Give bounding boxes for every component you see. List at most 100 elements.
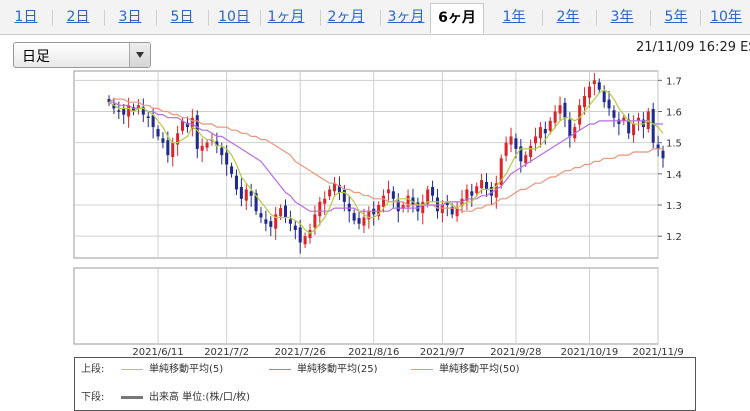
tab-period[interactable]: 1日 (14, 9, 38, 25)
candle-body (239, 186, 243, 199)
candle-body (283, 205, 288, 218)
tab-period[interactable]: 10年 (710, 9, 742, 25)
chevron-down-icon[interactable] (129, 43, 150, 67)
candle-body (166, 140, 170, 156)
candle-body (328, 189, 332, 197)
candle-body (230, 166, 234, 174)
candle-body (151, 115, 155, 128)
candle-body (195, 115, 199, 149)
candle-body (617, 119, 621, 124)
candle-body (259, 213, 263, 218)
tab-period[interactable]: 3ヶ月 (387, 9, 425, 25)
candle-body (269, 221, 273, 227)
candle-body (416, 202, 420, 212)
tab-period[interactable]: 5日 (170, 9, 194, 25)
candle-body (597, 82, 601, 90)
volume-frame (73, 267, 659, 345)
ma25-line (109, 101, 663, 212)
candle-body (514, 138, 518, 149)
tab-period[interactable]: 2ヶ月 (327, 9, 365, 25)
price-frame (73, 70, 659, 259)
candle-body (391, 191, 395, 199)
y-tick-label: 1.3 (666, 201, 682, 212)
candle-body (475, 186, 479, 194)
candle-body (612, 110, 616, 118)
volume-panel (73, 267, 659, 345)
tab-period[interactable]: 3日 (118, 9, 142, 25)
candle-body (435, 197, 439, 212)
candle-body (386, 189, 390, 194)
candle-body (651, 109, 655, 143)
candle-body (318, 201, 322, 217)
x-tick-label: 2021/7/2 (204, 347, 249, 358)
candle-body (484, 181, 489, 190)
legend-swatch (121, 395, 143, 399)
tab-period[interactable]: 1年 (502, 9, 526, 25)
candle-body (592, 80, 596, 85)
candle-body (176, 133, 180, 145)
candle-body (494, 183, 498, 198)
period-tab-bar: 1日 2日 3日 5日 10日 1ヶ月 2ヶ月 3ヶ月 6ヶ月 1年 2年 3年 5年 10年 (0, 0, 750, 35)
candle-body (661, 150, 665, 159)
tab-period[interactable]: 6ヶ月 (430, 3, 484, 34)
candle-body (587, 86, 591, 98)
candle-body (303, 236, 307, 245)
candle-body (342, 190, 346, 202)
tab-divider (156, 10, 157, 26)
timestamp: 21/11/09 16:29 EST (636, 40, 750, 55)
tab-divider (542, 10, 543, 26)
candle-body (352, 213, 356, 221)
tab-divider (380, 10, 381, 26)
candle-body (607, 99, 611, 109)
legend-swatch (411, 368, 433, 370)
y-tick-label: 1.6 (666, 108, 682, 119)
legend-label: 単純移動平均(50) (439, 364, 520, 375)
candle-body (489, 186, 493, 196)
tab-period[interactable]: 3年 (610, 9, 634, 25)
candle-body (524, 155, 528, 164)
candle-body (421, 201, 425, 214)
legend-label: 出来高 単位:(株/口/枚) (149, 392, 251, 403)
candle-body (225, 152, 229, 165)
candle-body (627, 119, 631, 134)
candle-body (323, 198, 327, 204)
tab-period[interactable]: 2年 (556, 9, 580, 25)
candle-body (215, 141, 219, 146)
candle-body (190, 117, 194, 129)
tab-period[interactable]: 5年 (664, 9, 688, 25)
candle-body (131, 107, 136, 112)
candle-body (445, 202, 449, 206)
candle-body (499, 158, 503, 186)
legend-item: 単純移動平均(50) (411, 363, 520, 377)
candle-body (234, 175, 238, 190)
candle-body (470, 191, 474, 196)
candle-body (534, 136, 538, 144)
candle-body (558, 105, 562, 114)
candle-body (431, 186, 435, 196)
tab-divider (104, 10, 105, 26)
candle-body (141, 107, 145, 115)
candle-body (543, 128, 547, 134)
candle-body (107, 99, 111, 103)
candle-body (293, 225, 297, 230)
candle-body (249, 191, 253, 196)
candle-body (185, 122, 189, 128)
candle-body (578, 105, 582, 125)
candle-body (583, 95, 587, 108)
legend-label: 単純移動平均(5) (149, 364, 224, 375)
tab-period[interactable]: 10日 (218, 9, 250, 25)
candle-body (568, 119, 572, 137)
legend-swatch (121, 368, 143, 370)
candle-body (205, 142, 209, 148)
y-tick-label: 1.7 (666, 76, 682, 87)
candle-body (602, 91, 606, 103)
chart-legend: 上段: 単純移動平均(5) 単純移動平均(25) 単純移動平均(50) 下段: 出来… (74, 357, 696, 411)
candle-body (362, 217, 366, 226)
candle-body (504, 142, 508, 156)
candle-body (308, 229, 312, 239)
x-tick-label: 2021/7/26 (275, 347, 326, 358)
interval-select[interactable]: 日足 (13, 42, 151, 68)
tab-period[interactable]: 2日 (66, 9, 90, 25)
x-tick-label: 2021/9/7 (420, 347, 465, 358)
tab-period[interactable]: 1ヶ月 (267, 9, 305, 25)
